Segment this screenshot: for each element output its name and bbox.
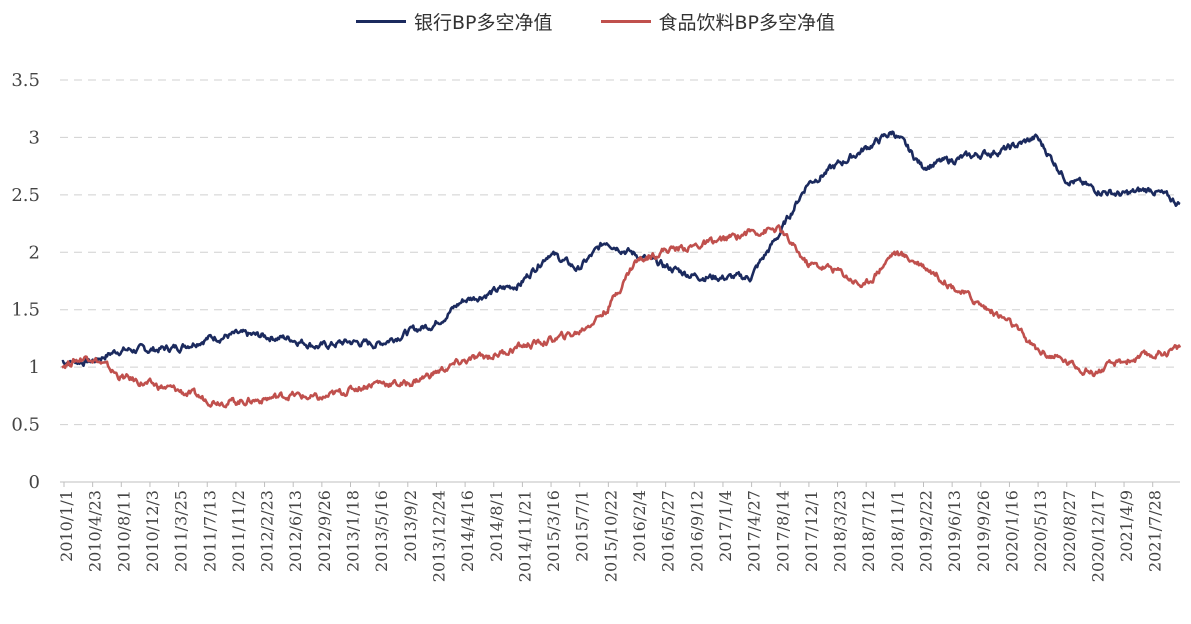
x-tick-label: 2017/12/1	[802, 490, 821, 572]
series-lines	[61, 130, 1182, 409]
x-tick-label: 2013/5/16	[372, 490, 391, 572]
x-tick-label: 2013/9/2	[401, 490, 420, 562]
x-tick-label: 2010/4/23	[86, 490, 105, 572]
y-tick-label: 0.5	[11, 415, 40, 436]
series-line-0	[61, 130, 1181, 368]
x-tick-label: 2015/10/22	[601, 490, 620, 582]
x-tick-label: 2016/2/4	[630, 490, 649, 562]
x-tick-label: 2018/11/1	[888, 490, 907, 572]
y-tick-label: 2.5	[11, 185, 40, 206]
x-tick-label: 2018/3/23	[831, 490, 850, 572]
x-tick-label: 2019/2/22	[917, 490, 936, 572]
x-tick-label: 2020/5/13	[1031, 490, 1050, 572]
x-tick-label: 2017/8/14	[773, 490, 792, 572]
x-tick-label: 2015/7/1	[573, 490, 592, 562]
legend: 银行BP多空净值 食品饮料BP多空净值	[0, 8, 1191, 35]
x-tick-label: 2013/12/24	[429, 490, 448, 582]
legend-item-food: 食品饮料BP多空净值	[600, 8, 836, 35]
x-tick-label: 2010/1/1	[57, 490, 76, 562]
legend-item-bank: 银行BP多空净值	[356, 8, 553, 35]
x-tick-label: 2015/3/16	[544, 490, 563, 572]
x-tick-label: 2011/11/2	[229, 490, 248, 572]
x-tick-label: 2012/6/13	[286, 490, 305, 572]
x-tick-label: 2014/11/21	[515, 490, 534, 582]
series-line-1	[61, 224, 1182, 409]
x-tick-label: 2016/9/12	[687, 490, 706, 572]
x-tick-label: 2010/12/3	[143, 490, 162, 572]
legend-label-bank: 银行BP多空净值	[414, 12, 553, 34]
y-tick-label: 3	[29, 127, 40, 148]
x-tick-label: 2014/4/16	[458, 490, 477, 572]
y-tick-label: 1	[29, 357, 40, 378]
legend-label-food: 食品饮料BP多空净值	[658, 12, 836, 34]
y-tick-label: 3.5	[11, 70, 40, 91]
x-tick-label: 2020/8/27	[1060, 490, 1079, 572]
x-tick-label: 2017/4/27	[745, 490, 764, 572]
x-tick-label: 2011/3/25	[172, 490, 191, 572]
x-tick-label: 2016/5/27	[659, 490, 678, 572]
x-tick-label: 2020/12/17	[1088, 490, 1107, 582]
x-tick-label: 2012/2/23	[258, 490, 277, 572]
y-tick-label: 2	[29, 242, 40, 263]
x-axis: 2010/1/1 2010/4/23 2010/8/11 2010/12/3 2011/…	[57, 481, 1180, 582]
x-tick-label: 2014/8/1	[487, 490, 506, 562]
x-tick-label: 2011/7/13	[200, 490, 219, 572]
x-tick-label: 2012/9/26	[315, 490, 334, 572]
x-tick-label: 2010/8/11	[114, 490, 133, 572]
y-tick-label: 1.5	[11, 300, 40, 321]
legend-swatch-bank	[356, 20, 406, 23]
x-tick-label: 2018/7/12	[859, 490, 878, 572]
x-tick-label: 2021/7/28	[1146, 490, 1165, 572]
x-tick-label: 2019/9/26	[974, 490, 993, 572]
y-tick-label: 0	[29, 472, 40, 493]
x-tick-label: 2020/1/16	[1002, 490, 1021, 572]
x-tick-label: 2013/1/18	[344, 490, 363, 572]
legend-swatch-food	[600, 20, 651, 23]
x-tick-label: 2019/6/13	[945, 490, 964, 572]
x-tick-label: 2021/4/9	[1117, 490, 1136, 562]
y-axis: 0 0.5 1 1.5 2 2.5 3 3.5	[11, 70, 40, 493]
x-tick-label: 2017/1/4	[716, 490, 735, 562]
